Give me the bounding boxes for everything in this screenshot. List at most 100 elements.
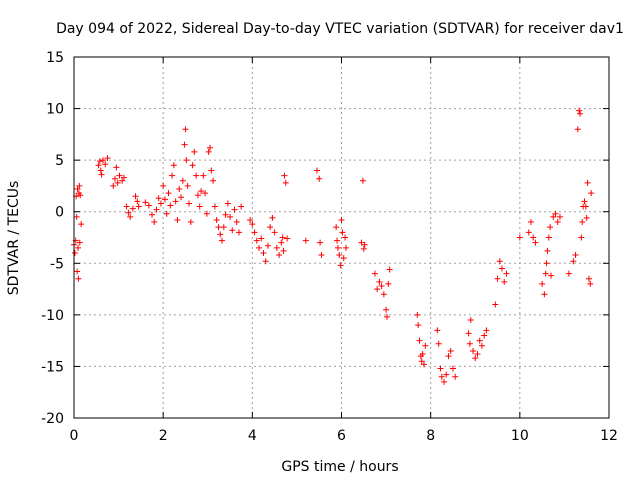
data-point: [71, 249, 78, 256]
data-point: [539, 280, 546, 287]
data-point: [376, 278, 383, 285]
data-point: [99, 157, 106, 164]
data-point: [543, 260, 550, 267]
data-point: [213, 216, 220, 223]
data-point: [247, 216, 254, 223]
data-point: [445, 353, 452, 360]
grid-lines: [74, 57, 609, 418]
data-point: [206, 144, 213, 151]
data-point: [279, 234, 286, 241]
y-tick-label: -15: [41, 359, 64, 375]
data-point: [153, 206, 160, 213]
data-point: [167, 202, 174, 209]
data-point: [76, 182, 83, 189]
data-point: [256, 244, 263, 251]
data-point: [231, 206, 238, 213]
data-point: [186, 200, 193, 207]
data-point: [541, 291, 548, 298]
y-tick-label: 0: [55, 205, 64, 221]
data-point: [483, 327, 490, 334]
data-point: [360, 245, 367, 252]
y-tick-label: -5: [50, 256, 64, 272]
data-point: [235, 229, 242, 236]
data-point: [104, 155, 111, 162]
data-point: [588, 190, 595, 197]
data-point: [358, 239, 365, 246]
data-point: [545, 234, 552, 241]
data-point: [516, 234, 523, 241]
data-point: [229, 227, 236, 234]
data-point: [75, 275, 82, 282]
data-point: [132, 193, 139, 200]
data-point: [547, 224, 554, 231]
data-point: [127, 213, 134, 220]
data-point: [466, 340, 473, 347]
data-point: [371, 270, 378, 277]
data-point: [96, 158, 103, 165]
chart-title: Day 094 of 2022, Sidereal Day-to-day VTE…: [56, 21, 624, 37]
data-point: [422, 342, 429, 349]
data-point: [194, 192, 201, 199]
data-point: [203, 210, 210, 217]
data-point: [119, 177, 126, 184]
data-point: [577, 110, 584, 117]
x-tick-label: 12: [600, 428, 618, 444]
x-tick-label: 4: [248, 428, 257, 444]
data-point: [383, 306, 390, 313]
data-point: [418, 358, 425, 365]
data-point: [112, 175, 119, 182]
data-point: [434, 327, 441, 334]
data-point: [271, 229, 278, 236]
data-point: [585, 275, 592, 282]
data-point: [262, 258, 269, 265]
data-point: [467, 317, 474, 324]
data-point: [233, 219, 240, 226]
data-point: [211, 203, 218, 210]
data-point: [219, 237, 226, 244]
data-point: [576, 107, 583, 114]
x-tick-label: 0: [70, 428, 79, 444]
data-point: [337, 262, 344, 269]
data-point: [527, 219, 534, 226]
data-point: [227, 213, 234, 220]
data-points: [71, 107, 595, 385]
data-point: [340, 255, 347, 262]
data-point: [161, 196, 168, 203]
data-point: [338, 216, 345, 223]
data-point: [183, 157, 190, 164]
data-point: [163, 210, 170, 217]
data-point: [282, 179, 289, 186]
data-point: [470, 347, 477, 354]
data-point: [129, 205, 136, 212]
x-tick-label: 2: [159, 428, 168, 444]
data-point: [251, 229, 258, 236]
data-point: [78, 221, 85, 228]
data-point: [142, 199, 149, 206]
y-tick-label: -20: [41, 411, 64, 427]
data-point: [157, 200, 164, 207]
data-point: [449, 365, 456, 372]
data-point: [316, 175, 323, 182]
data-point: [574, 126, 581, 133]
data-point: [169, 172, 176, 179]
data-point: [125, 209, 132, 216]
data-point: [579, 219, 586, 226]
data-point: [572, 252, 579, 259]
data-point: [465, 330, 472, 337]
data-point: [149, 211, 156, 218]
data-point: [182, 126, 189, 133]
data-point: [548, 272, 555, 279]
data-point: [217, 231, 224, 238]
data-point: [313, 167, 320, 174]
data-point: [264, 242, 271, 249]
data-point: [496, 258, 503, 265]
data-point: [481, 332, 488, 339]
data-point: [273, 244, 280, 251]
data-point: [472, 355, 479, 362]
data-point: [181, 141, 188, 148]
data-point: [383, 313, 390, 320]
data-point: [420, 361, 427, 368]
data-point: [258, 235, 265, 242]
data-point: [210, 177, 217, 184]
data-point: [302, 237, 309, 244]
